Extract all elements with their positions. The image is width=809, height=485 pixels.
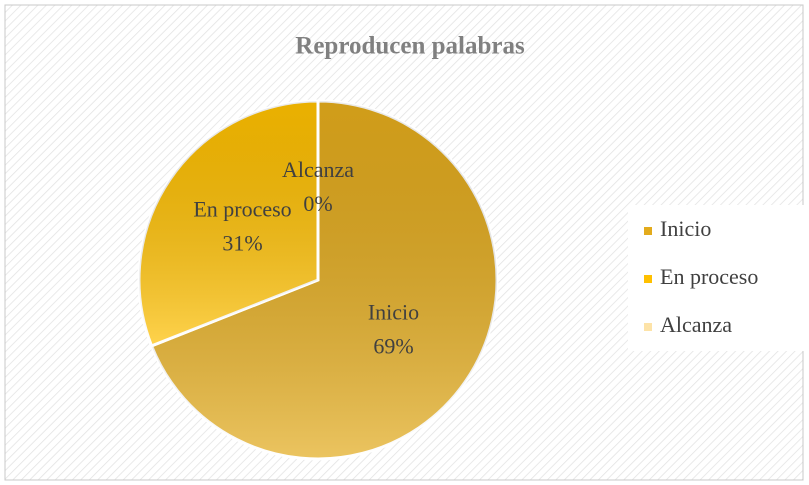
- legend-marker: [644, 323, 652, 331]
- data-label-name: Alcanza: [282, 157, 354, 182]
- legend-marker: [644, 275, 652, 283]
- data-label-value: 69%: [373, 333, 413, 358]
- legend-box: [628, 205, 805, 351]
- data-label-name: Inicio: [368, 299, 419, 324]
- chart-title: Reproducen palabras: [295, 33, 525, 60]
- legend-label: Alcanza: [660, 312, 732, 337]
- data-label-value: 0%: [303, 191, 332, 216]
- legend-label: En proceso: [660, 264, 758, 289]
- slice-shade: [151, 101, 497, 459]
- slice-shade: [138, 101, 318, 346]
- data-label-value: 31%: [222, 231, 262, 256]
- data-label-name: En proceso: [193, 197, 291, 222]
- legend-label: Inicio: [660, 216, 711, 241]
- legend-marker: [644, 227, 652, 235]
